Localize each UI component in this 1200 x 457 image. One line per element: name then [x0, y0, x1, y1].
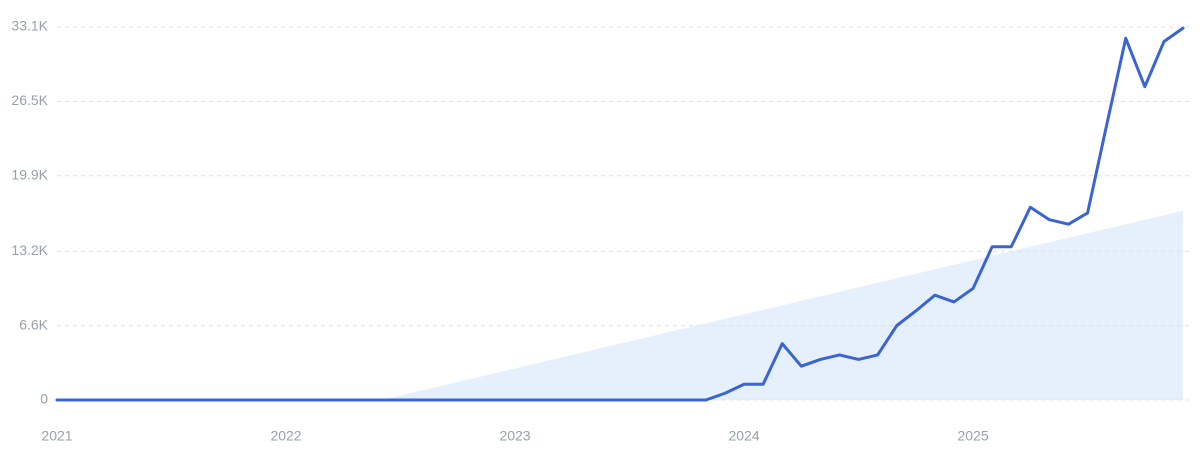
- y-tick-label: 6.6K: [19, 316, 48, 332]
- x-tick-label: 2024: [728, 428, 759, 444]
- y-tick-label: 0: [40, 391, 48, 407]
- x-tick-label: 2022: [270, 428, 301, 444]
- data-line: [55, 26, 1185, 402]
- y-tick-label: 19.9K: [11, 166, 48, 182]
- y-tick-label: 33.1K: [11, 18, 48, 34]
- y-tick-label: 13.2K: [11, 242, 48, 258]
- y-tick-label: 26.5K: [11, 92, 48, 108]
- trend-area: [381, 210, 1183, 400]
- x-tick-label: 2021: [41, 428, 72, 444]
- x-tick-label: 2023: [499, 428, 530, 444]
- x-tick-label: 2025: [957, 428, 988, 444]
